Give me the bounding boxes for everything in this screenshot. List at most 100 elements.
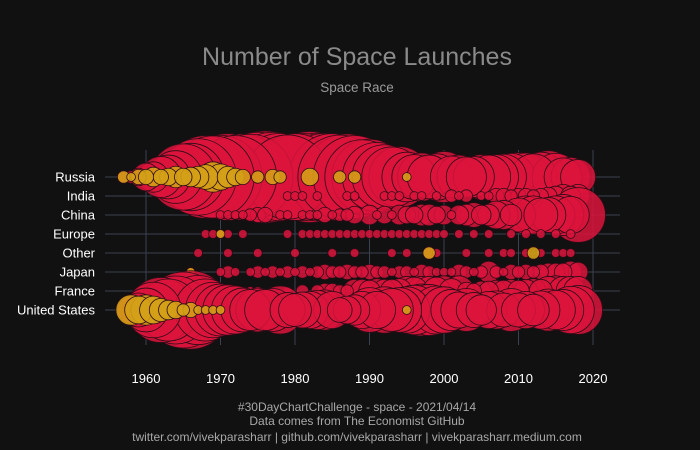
space-race-bubble-russia-1978 bbox=[273, 170, 287, 184]
launch-bubble-china-1973 bbox=[238, 210, 248, 220]
launch-bubble-other-1971 bbox=[223, 248, 233, 258]
launch-bubble-europe-2013 bbox=[536, 229, 546, 239]
y-tick-label-other: Other bbox=[62, 246, 95, 261]
launch-bubble-china-1991 bbox=[372, 210, 382, 220]
launch-bubble-other-1967 bbox=[193, 248, 203, 258]
chart-title: Number of Space Launches bbox=[202, 43, 512, 71]
launch-bubble-japan-1986 bbox=[333, 265, 347, 279]
bubble-layer bbox=[115, 130, 606, 350]
y-tick-label-china: China bbox=[61, 208, 96, 223]
x-tick-label-1990: 1990 bbox=[355, 371, 384, 386]
launch-bubble-europe-2006 bbox=[483, 229, 494, 239]
launch-bubble-japan-1972 bbox=[230, 267, 241, 277]
launch-bubble-china-2013 bbox=[523, 197, 559, 233]
space-race-bubble-united-states-1970 bbox=[215, 305, 226, 315]
caption-line-1: #30DayChartChallenge - space - 2021/04/1… bbox=[238, 400, 476, 414]
launch-bubble-europe-2015 bbox=[550, 229, 561, 239]
launch-bubble-europe-2009 bbox=[506, 229, 516, 239]
space-race-bubble-europe-1970 bbox=[215, 229, 226, 239]
launch-bubble-other-1975 bbox=[252, 248, 263, 258]
launch-bubble-china-1993 bbox=[387, 210, 397, 220]
launch-bubble-other-1988 bbox=[349, 248, 360, 258]
launch-bubble-united-states-2012 bbox=[517, 293, 550, 327]
space-race-bubble-russia-1958 bbox=[126, 172, 136, 182]
launch-bubble-japan-1978 bbox=[275, 267, 285, 277]
launch-bubble-china-1976 bbox=[257, 207, 274, 223]
launch-bubble-japan-1974 bbox=[245, 267, 256, 277]
space-race-bubble-russia-1986 bbox=[333, 170, 347, 184]
launch-bubble-china-1999 bbox=[427, 205, 446, 225]
launch-bubble-japan-2001 bbox=[446, 267, 457, 277]
space-race-bubble-other-2012 bbox=[526, 246, 541, 260]
space-race-bubble-other-1998 bbox=[422, 246, 436, 260]
launch-bubble-europe-1973 bbox=[238, 229, 248, 239]
launch-bubble-europe-1979 bbox=[282, 229, 293, 239]
launch-bubble-europe-2004 bbox=[469, 229, 479, 239]
launch-bubble-united-states-1986 bbox=[326, 297, 353, 323]
chart-subtitle: Space Race bbox=[320, 80, 394, 95]
launch-bubble-india-1988 bbox=[349, 191, 360, 201]
launch-bubble-other-2003 bbox=[461, 248, 472, 258]
y-axis-tick-labels: United States France Japan Other Europe China… bbox=[17, 170, 96, 318]
launch-bubble-japan-2012 bbox=[526, 265, 541, 279]
launch-bubble-other-1980 bbox=[290, 248, 300, 258]
launch-bubble-japan-2004 bbox=[469, 267, 479, 277]
launch-bubble-india-2006 bbox=[483, 191, 494, 201]
y-tick-label-russia: Russia bbox=[55, 170, 96, 185]
launch-bubble-india-1981 bbox=[297, 191, 308, 201]
launch-bubble-india-2002 bbox=[454, 191, 464, 201]
y-tick-label-japan: Japan bbox=[60, 265, 95, 280]
caption-line-3: twitter.com/vivekparasharr | github.com/… bbox=[132, 430, 582, 444]
y-tick-label-europe: Europe bbox=[53, 227, 95, 242]
launch-bubble-united-states-1980 bbox=[278, 293, 312, 327]
launch-bubble-india-1994 bbox=[394, 191, 405, 201]
launch-bubble-other-2009 bbox=[506, 248, 516, 258]
y-tick-label-united-states: United States bbox=[17, 303, 96, 318]
launch-bubble-china-1983 bbox=[312, 210, 323, 220]
launch-bubble-europe-2011 bbox=[521, 229, 531, 239]
launch-bubble-united-states-2005 bbox=[465, 294, 497, 326]
launch-bubble-other-1993 bbox=[387, 248, 397, 258]
x-tick-label-1960: 1960 bbox=[132, 371, 161, 386]
launch-bubble-china-1996 bbox=[405, 205, 424, 225]
caption-line-2: Data comes from The Economist GitHub bbox=[249, 414, 465, 428]
space-race-bubble-russia-1962 bbox=[152, 169, 169, 185]
x-tick-label-2020: 2020 bbox=[579, 371, 608, 386]
launch-bubble-japan-1989 bbox=[355, 265, 369, 279]
launch-bubble-china-2001 bbox=[446, 210, 457, 220]
launch-bubble-japan-1982 bbox=[305, 267, 315, 277]
space-race-bubble-russia-1973 bbox=[234, 169, 251, 185]
x-axis-tick-labels: 1960 1970 1980 1990 2000 2010 2020 bbox=[132, 371, 608, 386]
space-race-bubble-russia-1995 bbox=[401, 172, 412, 182]
launch-bubble-japan-2008 bbox=[498, 267, 509, 277]
x-tick-label-2000: 2000 bbox=[430, 371, 459, 386]
launch-bubble-japan-1993 bbox=[387, 267, 397, 277]
launch-bubble-japan-1976 bbox=[260, 267, 270, 277]
launch-bubble-japan-1996 bbox=[409, 267, 419, 277]
launch-bubble-japan-1980 bbox=[290, 267, 300, 277]
launch-bubble-japan-1970 bbox=[215, 267, 226, 277]
x-tick-label-1970: 1970 bbox=[206, 371, 235, 386]
space-race-bubble-united-states-1995 bbox=[401, 305, 412, 315]
space-race-bubble-russia-1965 bbox=[174, 167, 193, 187]
space-race-bubble-russia-1988 bbox=[347, 170, 362, 184]
launch-bubble-china-1985 bbox=[327, 210, 338, 220]
launch-bubble-india-1997 bbox=[416, 191, 427, 201]
x-tick-label-1980: 1980 bbox=[281, 371, 310, 386]
y-tick-label-france: France bbox=[55, 284, 95, 299]
launch-bubble-europe-2000 bbox=[439, 229, 449, 239]
launch-bubble-china-1987 bbox=[340, 208, 354, 222]
launch-bubble-china-2009 bbox=[499, 203, 523, 227]
launch-bubble-europe-2002 bbox=[454, 229, 464, 239]
launch-bubble-china-1979 bbox=[282, 210, 293, 220]
space-race-bubble-united-states-1965 bbox=[176, 303, 190, 317]
launch-bubble-other-1995 bbox=[401, 248, 412, 258]
launch-bubble-europe-2017 bbox=[565, 229, 576, 239]
launch-bubble-other-2006 bbox=[483, 248, 494, 258]
launch-bubble-india-1983 bbox=[312, 191, 323, 201]
launch-bubble-other-1985 bbox=[327, 248, 338, 258]
y-tick-label-india: India bbox=[67, 189, 96, 204]
launch-bubble-india-1999 bbox=[431, 191, 442, 201]
launch-bubble-china-2005 bbox=[471, 204, 492, 226]
